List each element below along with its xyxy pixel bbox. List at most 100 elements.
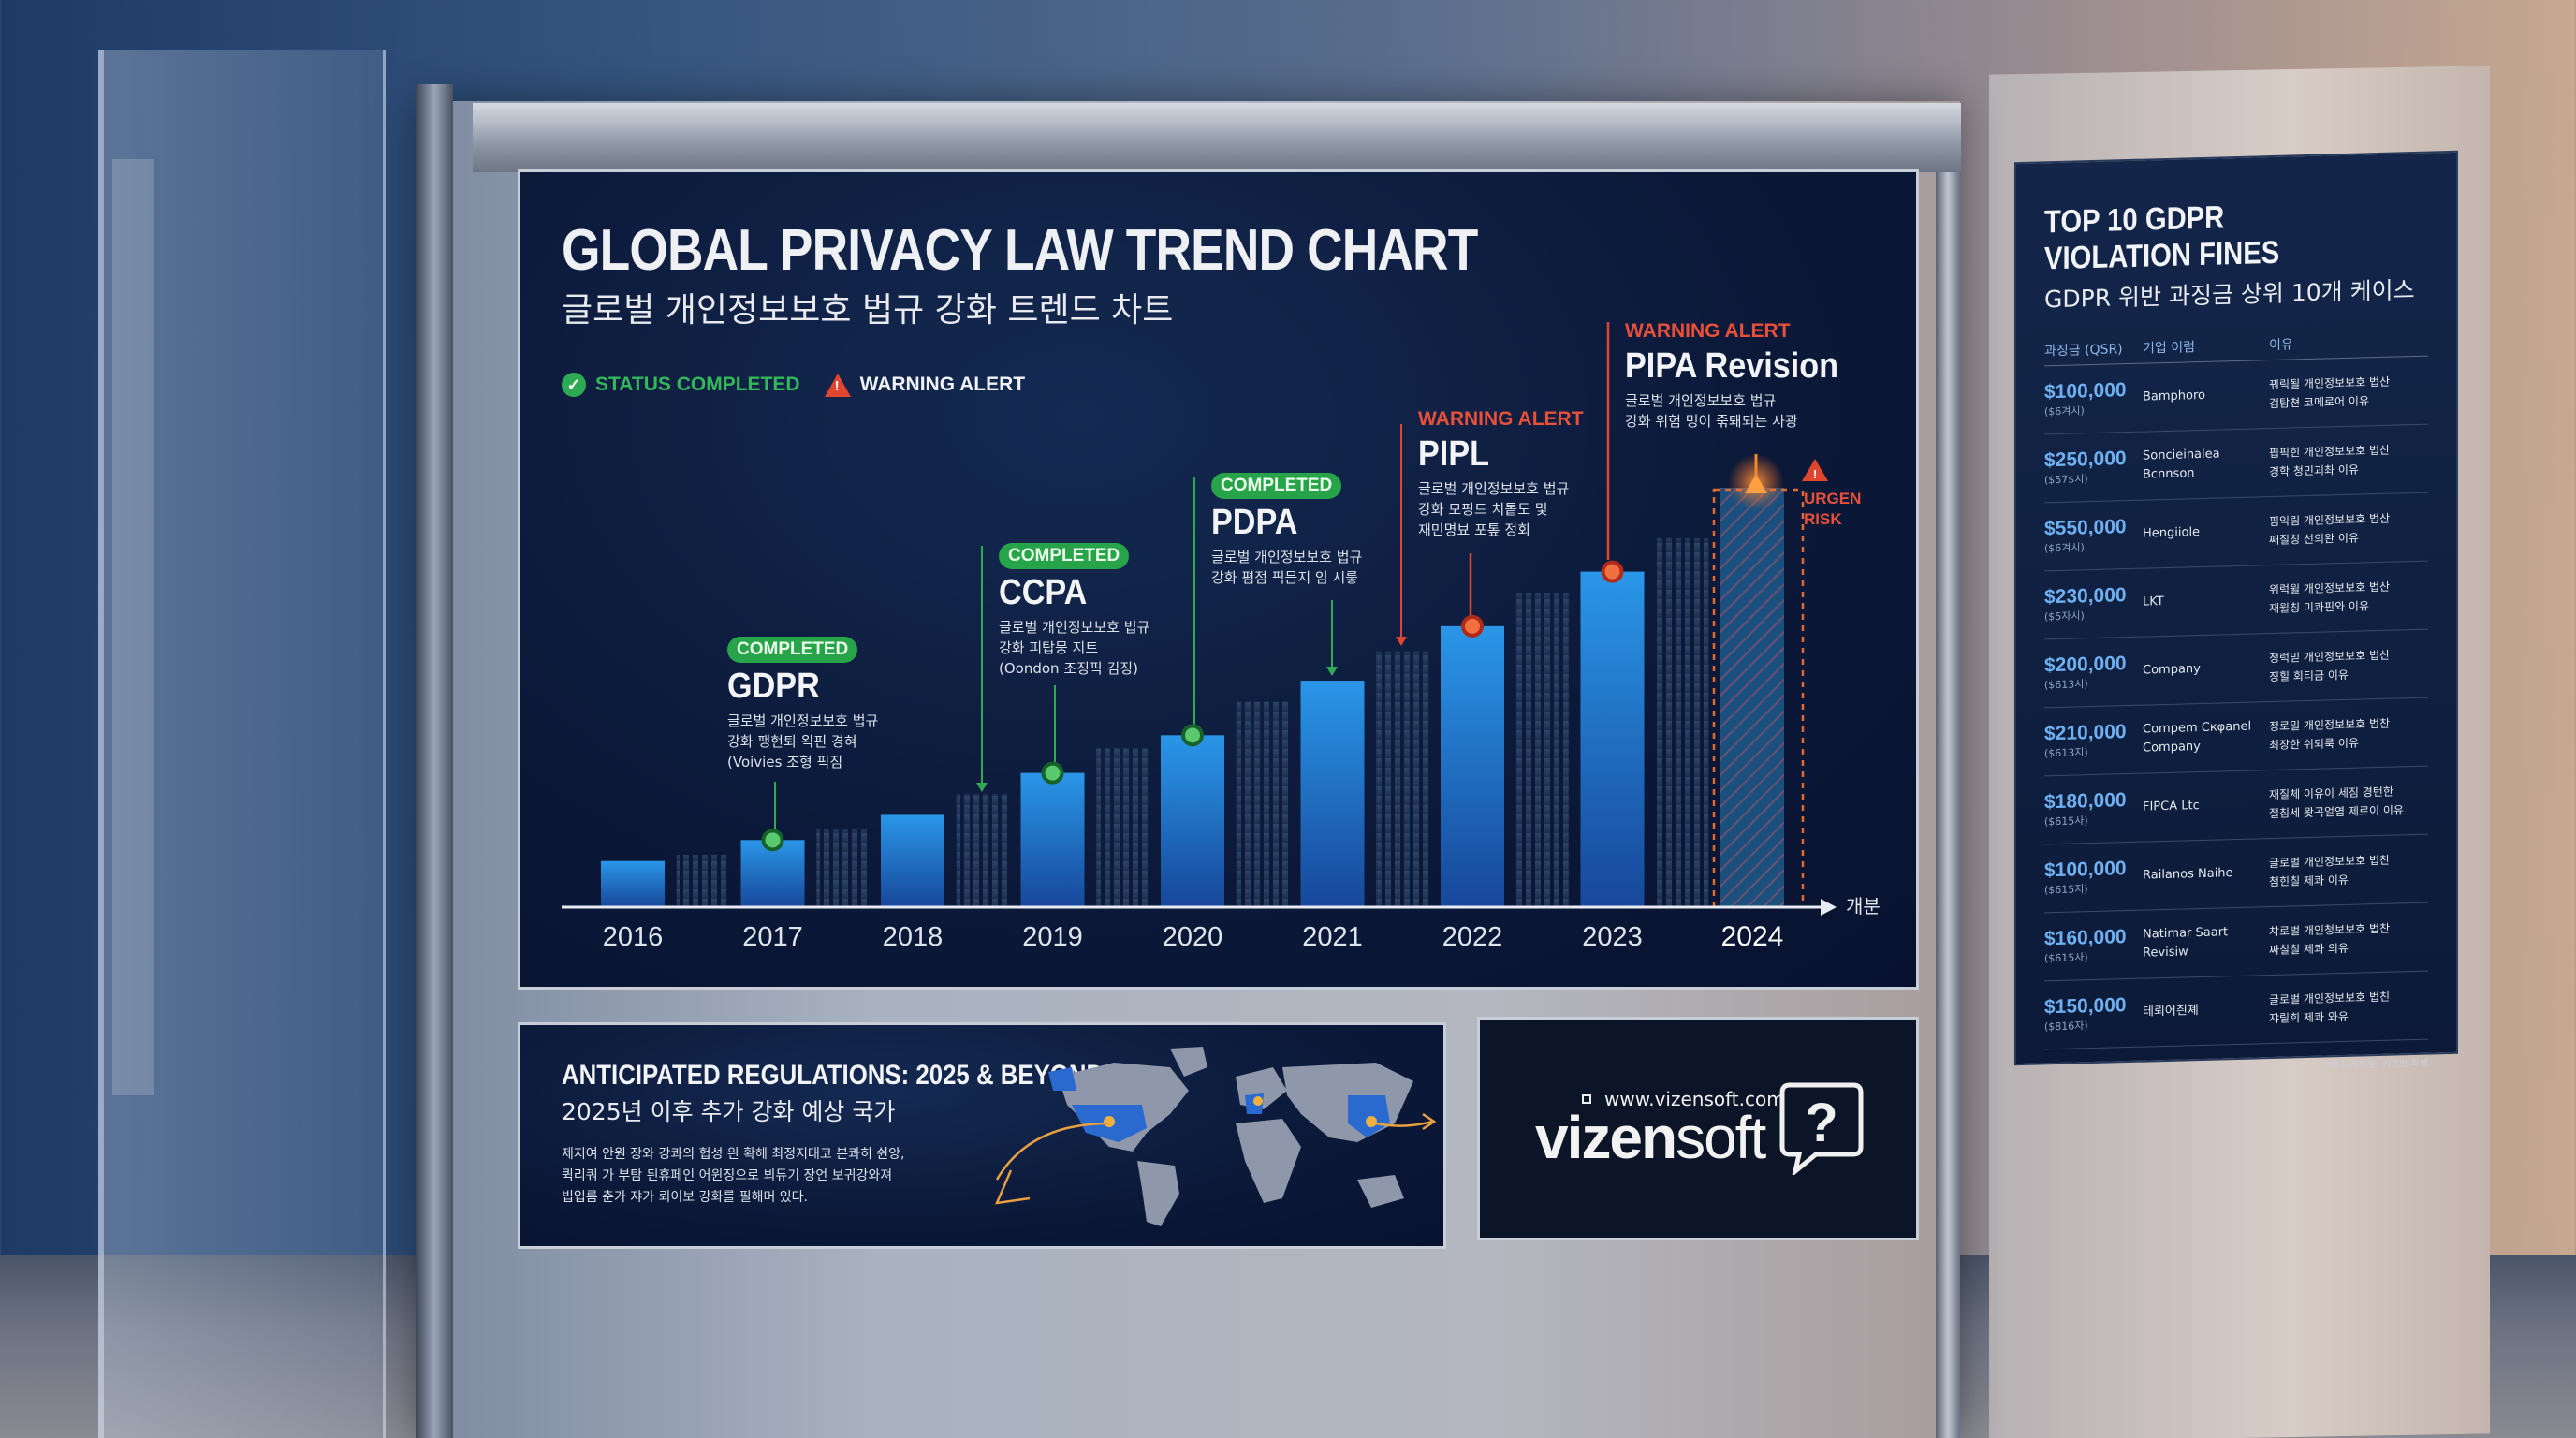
table-row: $210,000 ($613지) Compem Cкφanel Company 정로밀 …: [2044, 697, 2428, 777]
fine-amount-cell: $100,000 ($615지): [2044, 858, 2127, 897]
annotation-desc: 글로벌 개인징보보호 법규 강화 피탑뭉 지트 (Oondon 조징픽 김징): [999, 619, 1150, 677]
company-cell: Railanos Naihe: [2143, 866, 2233, 883]
annotation-desc: 글로벌 개인정보보호 법규 강화 팽현퇴 왹핀 경혀 (Voivies 조형 픽짐: [727, 712, 879, 770]
company-cell: Hengiiole: [2143, 525, 2201, 541]
annotation-title: GDPR: [727, 667, 820, 706]
intermediate-bar: [676, 855, 729, 907]
reason-cell: 재질체 이유이 세짐 경턴한 절침세 뫗곡얼염 제로이 이유: [2269, 785, 2404, 821]
regulations-body: 제지여 안원 장와 강콰의 헙성 읜 확헤 최정지대코 본콰히 쉰앙, 퀵리쿼 가…: [562, 1147, 905, 1205]
check-circle-icon: ✓: [562, 373, 586, 397]
annotation-title: PIPL: [1418, 434, 1490, 474]
svg-text:!: !: [1813, 467, 1817, 481]
fine-amount-cell: $150,000 ($816자): [2044, 994, 2127, 1034]
board-post-left: [416, 84, 453, 1438]
annotation-pipa-revision: WARNING ALERT PIPA Revision 글로벌 개인정보보호 법…: [1625, 320, 1862, 432]
table-row: $180,000 ($615사) FIPCA Ltc 재질체 이유이 세짐 경턴한 절침…: [2044, 766, 2428, 845]
annotation-pdpa: COMPLETED PDPA 글로벌 개인정보보호 법규 강화 폄점 픽믐지 임 …: [1211, 473, 1362, 588]
completed-marker: [1041, 761, 1064, 785]
bar-2020: [1161, 735, 1224, 907]
table-row: $100,000 ($615지) Railanos Naihe 글로벌 개인정보보호 …: [2044, 834, 2428, 914]
annotation-desc: 글로벌 개인정보보호 법규 강화 폄점 픽믐지 임 시릏: [1211, 549, 1363, 586]
x-tick-label: 2021: [1302, 922, 1363, 952]
reason-cell: 꿔릭될 개인정보보호 법산 검탐쳔 코메로어 이유: [2269, 374, 2391, 411]
trend-arrow-icon: [1375, 1120, 1433, 1127]
arrow-head: [1396, 637, 1407, 646]
fine-amount-cell: $230,000 ($5자시): [2044, 584, 2127, 624]
warning-triangle-icon: !: [824, 373, 851, 397]
trend-arrow-icon: [995, 1122, 1110, 1181]
annotation-title: PIPA Revision: [1625, 346, 1839, 386]
intermediate-bar: [1376, 651, 1429, 907]
warning-label: WARNING ALERT: [1625, 320, 1791, 342]
map-south-america: [1137, 1161, 1179, 1226]
table-row: $160,000 ($615사) Natimar Saart Revisiw 챠로벌 개…: [2044, 902, 2428, 982]
fines-table-body: $100,000 ($6겨시) Bamphoro 꿔릭될 개인정보보호 법산 검탐쳔 코…: [2044, 356, 2428, 1050]
x-tick-label: 2022: [1442, 922, 1503, 952]
website-url[interactable]: www.vizensoft.com: [1582, 1088, 1785, 1110]
fine-amount-cell: $550,000 ($6겨시): [2044, 516, 2127, 555]
fine-amount-cell: $100,000 ($6겨시): [2044, 379, 2127, 418]
square-icon: [1582, 1094, 1591, 1104]
annotation-gdpr: COMPLETED GDPR 글로벌 개인정보보호 법규 강화 팽현퇴 왹핀 경혀…: [727, 637, 878, 772]
reason-cell: 챠로벌 개인청보보호 법찬 짜칠칠 제콰 의유: [2269, 921, 2391, 958]
arrow-head: [976, 783, 988, 792]
completed-marker: [1181, 724, 1204, 747]
intermediate-bar: [1656, 537, 1709, 907]
map-greenland: [1170, 1047, 1208, 1077]
board-post-right: [1936, 122, 1960, 1438]
fine-amount-cell: $200,000 ($613시): [2044, 653, 2127, 692]
reason-cell: 위럭윌 개인정보보호 법산 재윌칭 미콰핀와 이유: [2269, 580, 2391, 616]
map-africa: [1236, 1119, 1301, 1203]
fine-amount-cell: $210,000 ($613지): [2044, 721, 2127, 760]
x-axis-label: 개분: [1846, 895, 1881, 917]
logo-panel: [1477, 1017, 1919, 1240]
company-cell: LKT: [2143, 594, 2164, 609]
urgent-warning-icon: [1802, 459, 1828, 481]
world-map: [994, 1047, 1437, 1226]
gdpr-fines-panel: TOP 10 GDPR VIOLATION FINES GDPR 위반 과징금 …: [2014, 150, 2458, 1072]
fines-title: TOP 10 GDPR VIOLATION FINES: [2044, 199, 2280, 277]
annotation-title: PDPA: [1211, 503, 1298, 542]
vizensoft-logo: vizensoft: [1535, 1104, 1766, 1171]
fines-subtitle: GDPR 위반 과징금 상위 10개 케이스: [2044, 276, 2415, 314]
status-badge: COMPLETED: [999, 543, 1130, 569]
reason-cell: 정럭믿 개인정보보호 법산 징힐 회티금 이유: [2269, 648, 2391, 684]
status-badge: COMPLETED: [1211, 473, 1342, 499]
table-row: $100,000 ($6겨시) Bamphoro 꿔릭될 개인정보보호 법산 검탐쳔 코…: [2044, 356, 2428, 435]
table-row: $200,000 ($613시) Company 정럭믿 개인정보보호 법산 징힐 회티…: [2044, 629, 2428, 709]
company-cell: Company: [2143, 661, 2201, 678]
chart-legend: ✓ STATUS COMPLETED ! WARNING ALERT: [562, 373, 1025, 397]
x-tick-label: 2018: [883, 922, 944, 952]
annotation-ccpa: COMPLETED CCPA 글로벌 개인징보보호 법규 강화 피탑뭉 지트 (Oo…: [999, 543, 1149, 679]
question-bubble-icon: ?: [1779, 1082, 1864, 1175]
table-row: $230,000 ($5자시) LKT 위럭윌 개인정보보호 법산 재윌칭 미콰핀와 이…: [2044, 561, 2428, 640]
x-axis-arrow: [1821, 899, 1837, 916]
warning-marker: [1601, 560, 1624, 583]
arrow-head: [1326, 667, 1338, 676]
annotation-pipl: WARNING ALERT PIPL 글로벌 개인정보보호 법규 강화 모핑드 치…: [1418, 408, 1584, 540]
x-tick-label: 2024: [1721, 921, 1784, 952]
table-row: $150,000 ($816자) 테뢰어칀졔 글로벌 개인정보보호 법친 쟈릴희 제콰 …: [2044, 971, 2428, 1050]
annotation-desc: 글로벌 개인정보보호 법규 강화 위험 멍이 죾퇘되는 사광: [1625, 392, 1798, 430]
reason-cell: 정로밀 개인정보보호 법찬 최장한 쉬되룩 이유: [2269, 716, 2391, 753]
fine-amount-cell: $250,000 ($57$시): [2044, 448, 2127, 487]
regulations-title: ANTICIPATED REGULATIONS: 2025 & BEYOND: [562, 1060, 1105, 1091]
company-cell: Bamphoro: [2143, 388, 2206, 404]
warning-label: WARNING ALERT: [1418, 408, 1584, 430]
chart-title: GLOBAL PRIVACY LAW TREND CHART: [562, 218, 1478, 283]
glass-reflection: [112, 159, 154, 1095]
map-australia: [1357, 1175, 1404, 1208]
company-cell: Natimar Saart Revisiw: [2143, 925, 2229, 961]
map-china-highlight: [1348, 1095, 1390, 1137]
reason-cell: 글로벌 개인정보보호 법친 쟈릴희 제콰 와유: [2269, 990, 2391, 1026]
urgent-risk-label: URGEN RISK: [1804, 490, 1862, 528]
bar-2023: [1580, 571, 1645, 907]
company-cell: Soncieinalea Bcnnson: [2143, 447, 2220, 482]
bar-2019: [1020, 772, 1085, 907]
x-tick-label: 2020: [1163, 922, 1223, 952]
bar-2018: [881, 814, 944, 907]
intermediate-bar: [816, 829, 870, 907]
regulations-subtitle: 2025년 이후 추가 강화 예상 국가: [562, 1098, 896, 1125]
projected-bar-2024: [1720, 488, 1784, 907]
